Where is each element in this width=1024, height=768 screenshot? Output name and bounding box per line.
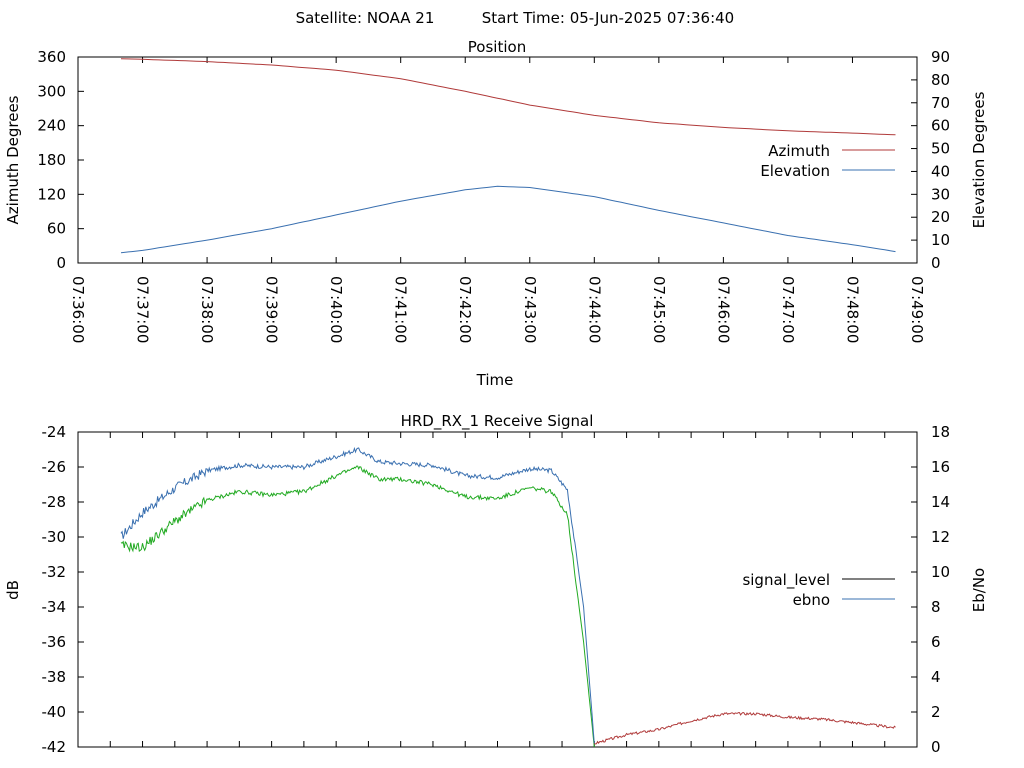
position-y2-tick-label: 40 (931, 162, 950, 180)
signal-legend-label-signal-level: signal_level (742, 571, 830, 590)
position-x-tick-label: 07:42:00 (456, 276, 474, 343)
signal-y2-tick-label: 0 (931, 738, 941, 756)
position-x-tick-label: 07:48:00 (843, 276, 861, 343)
satellite-title: Satellite: NOAA 21 (296, 9, 435, 27)
signal-y2-tick-label: 12 (931, 528, 950, 546)
start-time-title: Start Time: 05-Jun-2025 07:36:40 (482, 9, 734, 27)
position-chart-title: Position (468, 38, 526, 56)
position-x-tick-label: 07:36:00 (69, 276, 87, 343)
signal-y2-tick-label: 2 (931, 703, 941, 721)
position-y2-tick-label: 90 (931, 48, 950, 66)
position-legend-label-elevation: Elevation (760, 162, 830, 180)
signal-y-tick-label: -40 (42, 703, 67, 721)
position-x-tick-label: 07:37:00 (134, 276, 152, 343)
position-y-axis-label: Azimuth Degrees (4, 95, 22, 224)
position-y2-tick-label: 0 (931, 254, 941, 272)
position-y2-tick-label: 80 (931, 71, 950, 89)
signal-chart-title: HRD_RX_1 Receive Signal (401, 412, 594, 431)
signal-y2-tick-label: 6 (931, 633, 941, 651)
position-chart: Position Time Azimuth Degrees Elevation … (4, 38, 988, 389)
position-x-tick-label: 07:41:00 (392, 276, 410, 343)
position-series-line-elevation (120, 185, 896, 254)
position-x-tick-label: 07:40:00 (327, 276, 345, 343)
signal-y2-tick-label: 4 (931, 668, 941, 686)
signal-y2-tick-label: 18 (931, 423, 950, 441)
position-x-tick-label: 07:49:00 (908, 276, 926, 343)
position-y2-tick-label: 50 (931, 140, 950, 158)
position-y2-tick-label: 70 (931, 94, 950, 112)
position-y-tick-label: 180 (37, 151, 66, 169)
signal-y2-tick-label: 8 (931, 598, 941, 616)
position-x-tick-label: 07:47:00 (779, 276, 797, 343)
signal-y-tick-label: -38 (42, 668, 67, 686)
position-y2-tick-label: 10 (931, 231, 950, 249)
position-series-line-azimuth (120, 58, 896, 136)
position-x-tick-label: 07:43:00 (521, 276, 539, 343)
position-x-tick-label: 07:39:00 (263, 276, 281, 343)
signal-y-tick-label: -32 (42, 563, 67, 581)
signal-y2-tick-label: 14 (931, 493, 950, 511)
signal-y2-tick-label: 10 (931, 563, 950, 581)
signal-y-axis-label: dB (4, 580, 22, 600)
position-legend-label-azimuth: Azimuth (768, 142, 830, 160)
position-y-tick-label: 240 (37, 117, 66, 135)
position-x-tick-label: 07:46:00 (714, 276, 732, 343)
signal-y-tick-label: -28 (42, 493, 67, 511)
signal-y-tick-label: -42 (42, 738, 67, 756)
signal-y-tick-label: -24 (42, 423, 67, 441)
position-plot-frame (77, 56, 918, 264)
position-x-axis-label: Time (476, 371, 514, 389)
signal-y-tick-label: -26 (42, 458, 67, 476)
signal-series-line-signal-level-low (594, 712, 896, 745)
position-y-tick-label: 300 (37, 82, 66, 100)
position-y2-tick-label: 20 (931, 208, 950, 226)
position-x-tick-label: 07:44:00 (585, 276, 603, 343)
signal-y-tick-label: -36 (42, 633, 67, 651)
position-y-tick-label: 60 (47, 220, 66, 238)
position-y-tick-label: 360 (37, 48, 66, 66)
position-x-tick-label: 07:45:00 (650, 276, 668, 343)
position-x-tick-label: 07:38:00 (198, 276, 216, 343)
signal-y-tick-label: -34 (42, 598, 67, 616)
signal-legend-label-ebno: ebno (793, 591, 830, 609)
position-y2-tick-label: 30 (931, 185, 950, 203)
signal-y-tick-label: -30 (42, 528, 67, 546)
position-y2-axis-label: Elevation Degrees (970, 91, 988, 228)
signal-y2-tick-label: 16 (931, 458, 950, 476)
signal-y2-axis-label: Eb/No (970, 568, 988, 612)
receive-signal-chart: HRD_RX_1 Receive Signal dB Eb/No -42 -40 -… (4, 412, 988, 756)
position-y2-tick-label: 60 (931, 117, 950, 135)
position-y-tick-label: 0 (56, 254, 66, 272)
signal-series-line-signal-level (120, 446, 595, 744)
signal-series-line-ebno (120, 465, 595, 748)
position-y-tick-label: 120 (37, 185, 66, 203)
